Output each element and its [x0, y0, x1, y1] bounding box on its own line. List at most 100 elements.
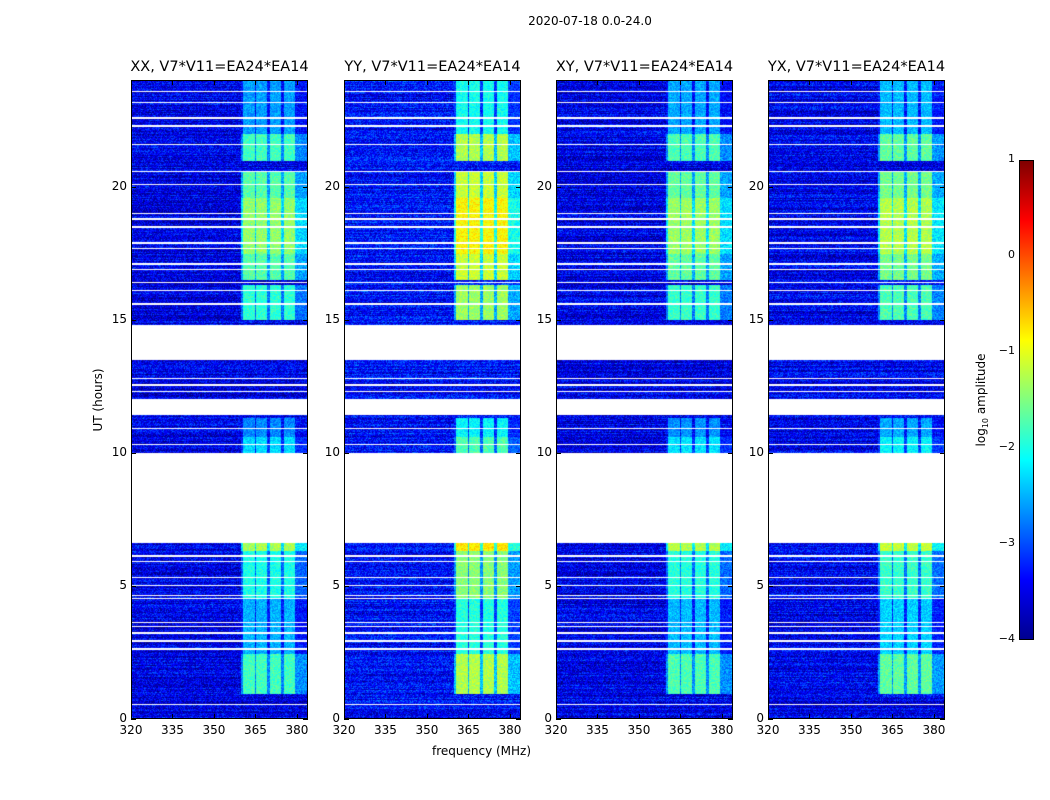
- x-tick-label: 320: [756, 723, 780, 737]
- x-tick-mark: [213, 714, 215, 719]
- y-tick-mark: [344, 186, 349, 188]
- x-tick-mark: [892, 714, 894, 719]
- y-tick-mark: [131, 452, 136, 454]
- y-tick-label: 0: [332, 711, 340, 725]
- x-tick-mark: [468, 80, 470, 85]
- y-tick-mark: [303, 719, 308, 720]
- y-tick-mark: [344, 319, 349, 321]
- heatmap-panel: [556, 80, 733, 719]
- x-tick-mark: [255, 80, 257, 85]
- y-tick-mark: [940, 452, 945, 454]
- heatmap-panel: [131, 80, 308, 719]
- colorbar-label: log10 amplitude: [973, 353, 991, 447]
- y-tick-mark: [556, 319, 561, 321]
- y-tick-mark: [303, 186, 308, 188]
- y-tick-mark: [768, 719, 773, 720]
- y-tick-label: 5: [756, 577, 764, 592]
- x-tick-mark: [172, 714, 174, 719]
- x-tick-label: 350: [627, 723, 651, 737]
- colorbar-tick-label: 0: [1008, 248, 1015, 261]
- panel-title: YY, V7*V11=EA24*EA14: [344, 59, 521, 75]
- x-tick-label: 365: [457, 723, 480, 737]
- figure-title: 2020-07-18 0.0-24.0: [528, 14, 652, 28]
- y-tick-mark: [768, 319, 773, 321]
- y-tick-mark: [131, 719, 136, 720]
- x-tick-mark: [426, 80, 428, 85]
- x-tick-label: 320: [119, 723, 143, 737]
- y-axis-label: UT (hours): [91, 368, 105, 432]
- y-tick-mark: [344, 585, 349, 587]
- x-tick-label: 365: [669, 723, 692, 737]
- x-tick-mark: [426, 714, 428, 719]
- y-tick-mark: [516, 319, 521, 321]
- y-tick-mark: [940, 319, 945, 321]
- y-tick-label: 20: [111, 178, 127, 193]
- x-tick-label: 350: [415, 723, 439, 737]
- panel-title: XX, V7*V11=EA24*EA14: [130, 59, 309, 75]
- x-tick-mark: [344, 714, 345, 719]
- x-tick-label: 335: [161, 723, 184, 737]
- x-tick-mark: [933, 714, 935, 719]
- x-tick-mark: [296, 714, 298, 719]
- y-tick-mark: [556, 186, 561, 188]
- x-tick-label: 380: [710, 723, 734, 737]
- x-tick-mark: [172, 80, 174, 85]
- x-tick-label: 335: [798, 723, 821, 737]
- colorbar-tick-label: −3: [998, 536, 1015, 549]
- y-tick-mark: [556, 585, 561, 587]
- x-tick-mark: [638, 714, 640, 719]
- y-tick-label: 15: [536, 311, 552, 326]
- y-tick-mark: [940, 585, 945, 587]
- x-tick-mark: [850, 714, 852, 719]
- x-tick-mark: [509, 714, 511, 719]
- x-tick-mark: [850, 80, 852, 85]
- panel-title: YX, V7*V11=EA24*EA14: [767, 59, 946, 75]
- x-tick-mark: [721, 714, 723, 719]
- x-tick-mark: [597, 714, 599, 719]
- x-tick-label: 380: [922, 723, 946, 737]
- y-tick-mark: [516, 719, 521, 720]
- x-tick-label: 380: [285, 723, 309, 737]
- x-tick-label: 320: [332, 723, 356, 737]
- x-tick-label: 350: [202, 723, 226, 737]
- y-tick-label: 5: [332, 577, 340, 592]
- colorbar-tick-label: −2: [998, 440, 1015, 453]
- y-tick-mark: [768, 452, 773, 454]
- x-tick-mark: [556, 714, 557, 719]
- y-tick-label: 10: [111, 444, 127, 459]
- colorbar-tick-label: −4: [998, 632, 1015, 645]
- y-tick-mark: [728, 186, 733, 188]
- y-tick-mark: [728, 319, 733, 321]
- x-tick-label: 335: [374, 723, 397, 737]
- y-tick-label: 0: [756, 711, 764, 725]
- x-tick-mark: [809, 80, 811, 85]
- x-tick-mark: [255, 714, 257, 719]
- y-tick-mark: [516, 186, 521, 188]
- y-tick-mark: [131, 319, 136, 321]
- y-tick-mark: [768, 186, 773, 188]
- x-tick-label: 320: [544, 723, 568, 737]
- x-tick-mark: [768, 80, 769, 85]
- heatmap-cells: [132, 81, 307, 718]
- x-tick-mark: [213, 80, 215, 85]
- colorbar-tick-label: −1: [998, 344, 1015, 357]
- x-tick-mark: [509, 80, 511, 85]
- y-tick-label: 20: [748, 178, 764, 193]
- y-tick-mark: [728, 585, 733, 587]
- x-tick-label: 365: [244, 723, 267, 737]
- y-tick-mark: [131, 186, 136, 188]
- x-tick-mark: [680, 80, 682, 85]
- y-tick-mark: [728, 719, 733, 720]
- y-tick-label: 20: [536, 178, 552, 193]
- heatmap-panel: [768, 80, 945, 719]
- x-tick-mark: [131, 80, 132, 85]
- x-axis-label: frequency (MHz): [432, 744, 532, 758]
- x-tick-label: 365: [881, 723, 904, 737]
- y-tick-mark: [556, 452, 561, 454]
- x-tick-mark: [131, 714, 132, 719]
- y-tick-label: 10: [748, 444, 764, 459]
- x-tick-mark: [721, 80, 723, 85]
- x-tick-mark: [385, 714, 387, 719]
- panel-title: XY, V7*V11=EA24*EA14: [555, 59, 734, 75]
